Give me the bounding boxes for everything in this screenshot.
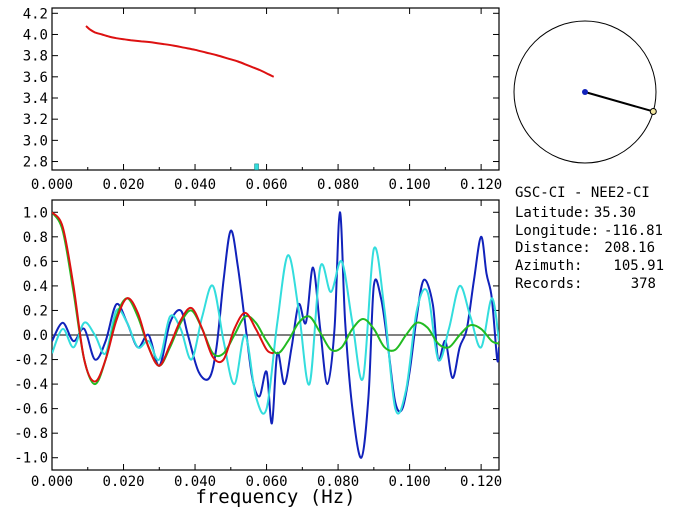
bottom-x-tick-label: 0.080: [317, 474, 359, 490]
bottom-x-tick-label: 0.040: [174, 474, 216, 490]
azimuth-dial: [513, 20, 657, 164]
station-pair: GSC-CI - NEE2-CI: [515, 185, 650, 201]
top-x-tick-label: 0.040: [174, 177, 216, 193]
bottom-y-tick-label: -0.8: [14, 426, 48, 442]
top-series-red: [85, 25, 275, 78]
x-axis-label: frequency (Hz): [195, 486, 355, 508]
top-panel: 0.000 0.020 0.040 0.060 0.080 0.100 0.120 2.8 3.…: [23, 6, 502, 193]
top-x-tick-label: 0.060: [245, 177, 287, 193]
bottom-y-tick-label: 1.0: [23, 205, 48, 221]
bottom-y-tick-label: 0.8: [23, 230, 48, 246]
records-label: Records:: [515, 276, 582, 292]
top-x-tick-label: 0.100: [389, 177, 431, 193]
dial-ring: [513, 20, 657, 164]
latitude-value: 35.30: [594, 205, 636, 221]
bottom-y-tick-label: -1.0: [14, 451, 48, 467]
bottom-x-tick-label: 0.100: [389, 474, 431, 490]
station-info: GSC-CI - NEE2-CI Latitude: 35.30 Longitu…: [515, 185, 664, 292]
distance-value: 208.16: [604, 240, 655, 256]
top-x-tick-label: 0.020: [102, 177, 144, 193]
top-plot-frame: [51, 7, 500, 171]
records-value: 378: [631, 276, 656, 292]
longitude-label: Longitude:: [515, 223, 599, 239]
bottom-y-tick-label: -0.2: [14, 353, 48, 369]
top-y-tick-label: 3.4: [23, 91, 48, 107]
distance-label: Distance:: [515, 240, 591, 256]
dial-needle: [584, 91, 654, 113]
latitude-label: Latitude:: [515, 205, 591, 221]
dial-center-dot: [582, 89, 588, 95]
azimuth-value: 105.91: [613, 258, 664, 274]
top-y-tick-label: 3.6: [23, 70, 48, 86]
bottom-x-tick-label: 0.020: [102, 474, 144, 490]
bottom-panel: 0.000 0.020 0.040 0.060 0.080 0.100 0.120 1.0 0.…: [14, 199, 502, 508]
bottom-x-tick-label: 0.000: [31, 474, 73, 490]
bottom-y-tick-label: 0.0: [23, 328, 48, 344]
bottom-y-tick-label: 0.2: [23, 303, 48, 319]
bottom-series-red: [52, 211, 275, 383]
dial-station-marker: [649, 107, 657, 115]
top-y-tick-label: 4.2: [23, 6, 48, 22]
top-y-tick-label: 3.2: [23, 112, 48, 128]
top-y-tick-label: 2.8: [23, 155, 48, 171]
bottom-x-tick-label: 0.060: [245, 474, 287, 490]
bottom-y-tick-label: -0.4: [14, 377, 48, 393]
bottom-y-tick-label: 0.4: [23, 279, 48, 295]
top-marker: [254, 163, 259, 171]
top-x-tick-label: 0.080: [317, 177, 359, 193]
bottom-y-tick-label: -0.6: [14, 402, 48, 418]
bottom-y-tick-label: 0.6: [23, 254, 48, 270]
bottom-x-tick-label: 0.120: [460, 474, 502, 490]
top-y-tick-label: 3.8: [23, 49, 48, 65]
bottom-series-cyan: [52, 246, 499, 415]
top-x-tick-label: 0.120: [460, 177, 502, 193]
top-x-tick-label: 0.000: [31, 177, 73, 193]
longitude-value: -116.81: [604, 223, 663, 239]
top-y-tick-label: 3.0: [23, 133, 48, 149]
azimuth-label: Azimuth:: [515, 258, 582, 274]
top-y-tick-label: 4.0: [23, 27, 48, 43]
